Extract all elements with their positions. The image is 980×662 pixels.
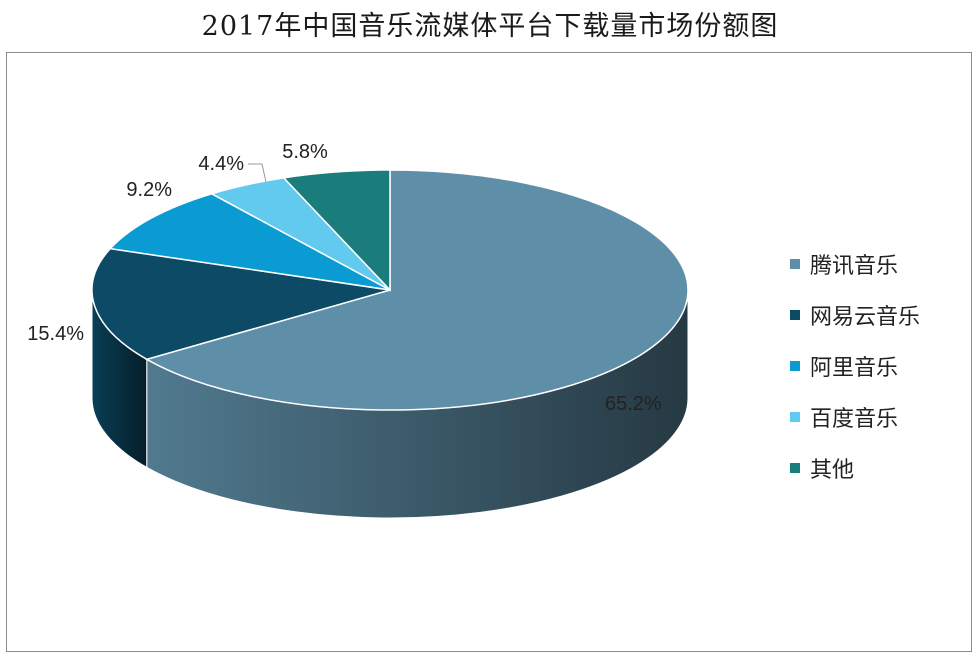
- legend-item: 网易云音乐: [790, 289, 920, 340]
- legend-swatch: [790, 309, 800, 320]
- legend-swatch: [790, 258, 800, 269]
- legend-swatch: [790, 411, 800, 422]
- data-label-0: 65.2%: [605, 393, 662, 415]
- data-label-3: 4.4%: [198, 153, 244, 175]
- data-label-4: 5.8%: [282, 141, 328, 163]
- chart-title: 2017年中国音乐流媒体平台下载量市场份额图: [201, 11, 779, 42]
- leader-line: [248, 163, 267, 183]
- legend-label: 腾讯音乐: [810, 253, 899, 279]
- legend-label: 其他: [810, 457, 855, 483]
- legend-swatch: [790, 360, 800, 371]
- legend-item: 阿里音乐: [790, 340, 920, 391]
- pie-slice-1: [91, 247, 391, 361]
- legend-item: 百度音乐: [790, 391, 920, 442]
- legend-label: 百度音乐: [810, 406, 899, 432]
- pie-slice-0: [144, 169, 689, 411]
- legend-swatch: [790, 462, 800, 473]
- data-label-1: 15.4%: [27, 323, 84, 345]
- pie-slice-2: [108, 193, 391, 291]
- pie-slice-4: [282, 169, 391, 292]
- legend-item: 其他: [790, 442, 920, 493]
- legend: 腾讯音乐网易云音乐阿里音乐百度音乐其他: [790, 238, 920, 493]
- data-label-2: 9.2%: [126, 179, 172, 201]
- legend-label: 网易云音乐: [810, 304, 921, 330]
- legend-item: 腾讯音乐: [790, 238, 920, 289]
- legend-label: 阿里音乐: [810, 355, 899, 381]
